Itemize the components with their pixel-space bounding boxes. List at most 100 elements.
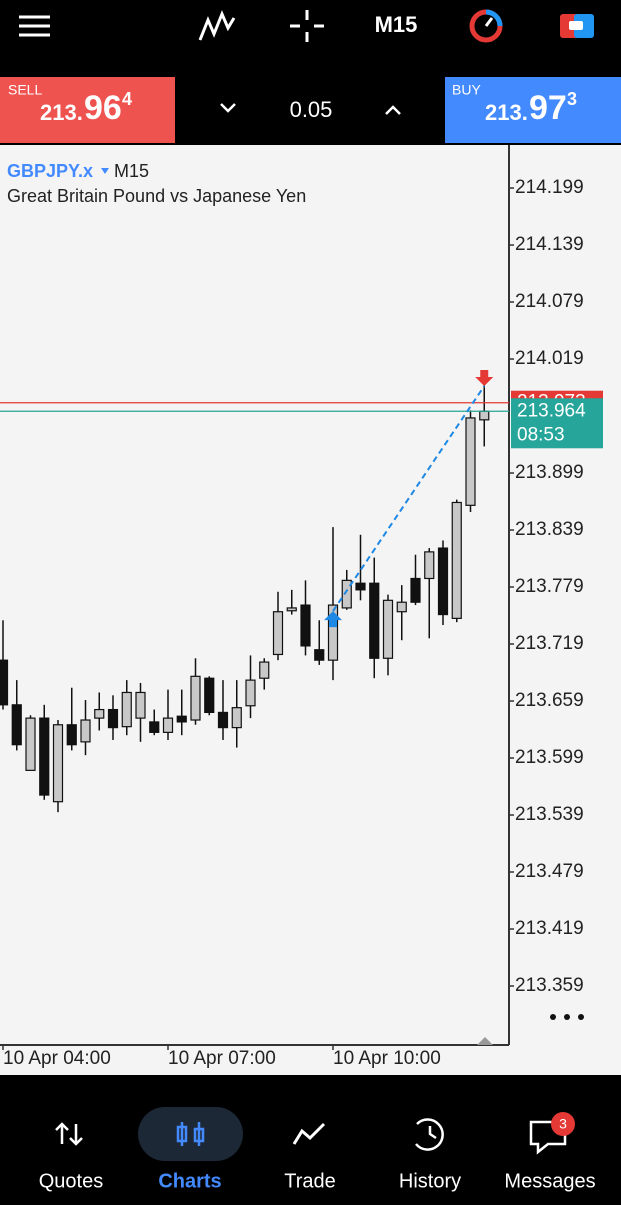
y-tick-label: 213.599 (515, 747, 584, 768)
candle-body (94, 708, 105, 719)
plot (0, 370, 509, 813)
nav-tab-label[interactable]: History (399, 1170, 461, 1192)
candle-body (465, 417, 476, 506)
candle-body (0, 659, 9, 706)
volume-value[interactable]: 0.05 (290, 97, 333, 122)
candle-body (135, 691, 146, 719)
buy-label: BUY (452, 82, 481, 98)
candle (149, 709, 160, 736)
candle (162, 689, 174, 740)
candle (327, 527, 339, 681)
candle-body (66, 724, 77, 746)
candle (39, 704, 50, 800)
candle (382, 594, 394, 676)
quotes-icon (55, 1122, 83, 1146)
candle-body (341, 579, 352, 609)
candle (437, 540, 449, 626)
candle-body (107, 708, 119, 729)
candle-body (327, 604, 339, 661)
indicators-button[interactable] (198, 10, 236, 41)
candle (217, 680, 229, 740)
trade-panel-button[interactable] (560, 14, 594, 38)
candle-body (25, 717, 36, 771)
nav-tab-label[interactable]: Quotes (39, 1170, 103, 1192)
y-tick-label: 214.079 (515, 291, 584, 312)
candle (465, 410, 476, 512)
candle-body (11, 704, 22, 746)
chart-symbol[interactable]: GBPJPY.x (7, 161, 93, 181)
candle (369, 557, 380, 679)
candle-body (176, 715, 187, 723)
buy-price-base: 213. (485, 100, 528, 125)
candle (135, 682, 146, 742)
candle (176, 689, 187, 736)
candle (300, 580, 311, 656)
y-tick-label: 213.899 (515, 462, 584, 483)
history-icon (415, 1118, 444, 1151)
candle (66, 687, 77, 751)
nav-tab-label[interactable]: Charts (158, 1170, 221, 1192)
candle (259, 658, 270, 690)
nav-tab-label[interactable]: Trade (284, 1170, 336, 1192)
candle (204, 676, 215, 716)
candle (231, 680, 242, 748)
candle-body (204, 677, 215, 714)
axes: 214.199 214.139 214.079 214.019 213.899 213.8… (2, 177, 603, 1069)
volume-increase[interactable] (385, 105, 401, 115)
candle (355, 534, 366, 601)
candle-body (259, 661, 270, 679)
one-click-button[interactable] (469, 9, 503, 43)
nav-tab-label[interactable]: Messages (504, 1170, 595, 1192)
candle-body (149, 721, 160, 733)
trade-icon (292, 1122, 326, 1145)
chart-subtitle: Great Britain Pound vs Japanese Yen (7, 186, 306, 206)
candle (190, 658, 201, 725)
y-tick-label: 213.359 (515, 975, 584, 996)
candle (11, 680, 22, 751)
y-tick-label: 213.419 (515, 918, 584, 939)
bid-label-box (511, 398, 603, 449)
shift-marker[interactable] (477, 1037, 493, 1045)
y-tick-label: 213.659 (515, 690, 584, 711)
candle-body (121, 691, 132, 728)
candle-body (355, 582, 366, 591)
timeframe-button[interactable]: M15 (375, 12, 418, 37)
sell-button[interactable] (0, 77, 175, 143)
y-tick-label: 214.139 (515, 234, 584, 255)
chart-timeframe: M15 (114, 161, 149, 181)
buy-button[interactable] (445, 77, 621, 143)
volume-decrease[interactable] (220, 103, 236, 113)
candle (396, 585, 407, 641)
candle-body (80, 719, 91, 743)
candle-body (272, 611, 284, 656)
candle-body (190, 675, 201, 721)
candle (0, 620, 9, 710)
candle-body (437, 547, 449, 616)
candle (25, 715, 36, 771)
candle-body (286, 607, 297, 612)
candle-body (300, 604, 311, 647)
bid-label: 213.964 (517, 400, 586, 421)
y-tick-label: 213.719 (515, 633, 584, 654)
candle-body (396, 601, 407, 613)
menu-button[interactable] (19, 15, 50, 37)
buy-arrow (324, 611, 342, 628)
symbol-dropdown[interactable] (101, 168, 109, 174)
deal-line (332, 385, 486, 612)
candle (424, 548, 435, 639)
charts-icon (176, 1122, 205, 1146)
buy-price-big: 97 (529, 89, 567, 127)
y-tick-label: 213.839 (515, 519, 584, 540)
crosshair-button[interactable] (290, 10, 324, 42)
candle (245, 655, 256, 719)
candle-body (39, 717, 50, 796)
buy-price-pip: 3 (567, 89, 577, 109)
candle-body (451, 501, 462, 619)
candle-body (314, 649, 325, 661)
y-tick-label: 213.539 (515, 804, 584, 825)
candle (286, 589, 297, 615)
candle (272, 591, 284, 661)
more-button[interactable] (550, 1014, 584, 1020)
